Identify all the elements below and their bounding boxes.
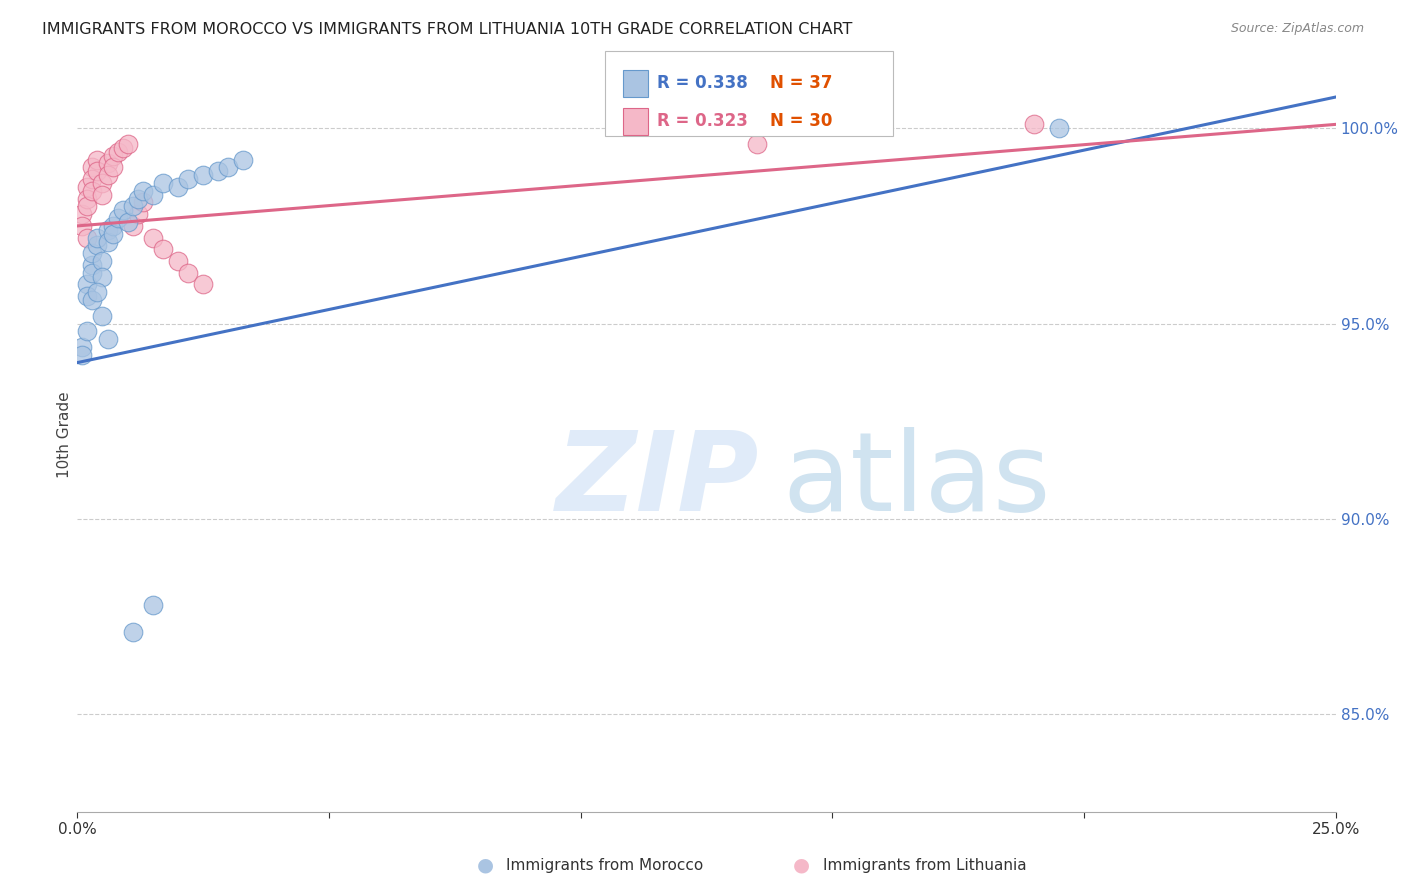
Point: [72, 207, 94, 221]
Text: N = 37: N = 37: [770, 74, 832, 92]
Point: [121, 625, 143, 640]
Point: [101, 227, 124, 241]
Point: [76, 230, 98, 244]
Point: [76, 192, 98, 206]
Point: [96, 156, 118, 170]
Point: [167, 254, 190, 268]
Text: Immigrants from Morocco: Immigrants from Morocco: [506, 858, 703, 872]
Point: [76, 199, 98, 213]
Point: [101, 148, 124, 162]
Point: [96, 235, 118, 249]
Point: [745, 136, 768, 151]
Point: [82, 246, 104, 260]
Point: [72, 219, 94, 233]
Point: [152, 243, 174, 257]
Point: [191, 168, 215, 182]
Point: [177, 172, 200, 186]
Text: atlas: atlas: [782, 426, 1050, 533]
Point: [76, 324, 98, 338]
Point: [96, 332, 118, 346]
Point: [142, 187, 165, 202]
Point: [76, 179, 98, 194]
Point: [72, 348, 94, 362]
Point: [82, 172, 104, 186]
Point: [132, 195, 155, 210]
Point: [217, 161, 239, 175]
Point: [121, 219, 143, 233]
Point: [207, 164, 229, 178]
Point: [121, 199, 143, 213]
Point: [142, 598, 165, 612]
Point: [72, 340, 94, 354]
Text: N = 30: N = 30: [770, 112, 832, 129]
Point: [117, 215, 139, 229]
Point: [86, 238, 108, 252]
Point: [152, 176, 174, 190]
Point: [96, 223, 118, 237]
Text: ●: ●: [793, 855, 810, 875]
Point: [91, 309, 114, 323]
Point: [107, 211, 129, 226]
Point: [91, 254, 114, 268]
Point: [167, 179, 190, 194]
Point: [111, 203, 134, 218]
Text: IMMIGRANTS FROM MOROCCO VS IMMIGRANTS FROM LITHUANIA 10TH GRADE CORRELATION CHAR: IMMIGRANTS FROM MOROCCO VS IMMIGRANTS FR…: [42, 22, 852, 37]
Point: [76, 277, 98, 292]
Text: Source: ZipAtlas.com: Source: ZipAtlas.com: [1230, 22, 1364, 36]
Point: [86, 285, 108, 300]
Text: R = 0.338: R = 0.338: [657, 74, 748, 92]
Point: [82, 161, 104, 175]
Point: [111, 141, 134, 155]
Point: [142, 230, 165, 244]
Text: R = 0.323: R = 0.323: [657, 112, 748, 129]
Text: ●: ●: [477, 855, 494, 875]
Point: [86, 164, 108, 178]
Point: [127, 192, 149, 206]
Point: [91, 269, 114, 284]
Point: [96, 168, 118, 182]
Point: [101, 219, 124, 233]
Point: [76, 289, 98, 303]
Text: ZIP: ZIP: [555, 426, 759, 533]
Text: Immigrants from Lithuania: Immigrants from Lithuania: [823, 858, 1026, 872]
Point: [82, 266, 104, 280]
Point: [1047, 121, 1070, 136]
Point: [91, 187, 114, 202]
Point: [107, 145, 129, 159]
Point: [101, 161, 124, 175]
Point: [1022, 117, 1045, 131]
Point: [177, 266, 200, 280]
Point: [132, 184, 155, 198]
Point: [117, 136, 139, 151]
Point: [191, 277, 215, 292]
Point: [82, 184, 104, 198]
Y-axis label: 10th Grade: 10th Grade: [56, 392, 72, 478]
Point: [82, 258, 104, 272]
Point: [127, 207, 149, 221]
Point: [86, 230, 108, 244]
Point: [86, 153, 108, 167]
Point: [91, 176, 114, 190]
Point: [232, 153, 254, 167]
Point: [82, 293, 104, 307]
